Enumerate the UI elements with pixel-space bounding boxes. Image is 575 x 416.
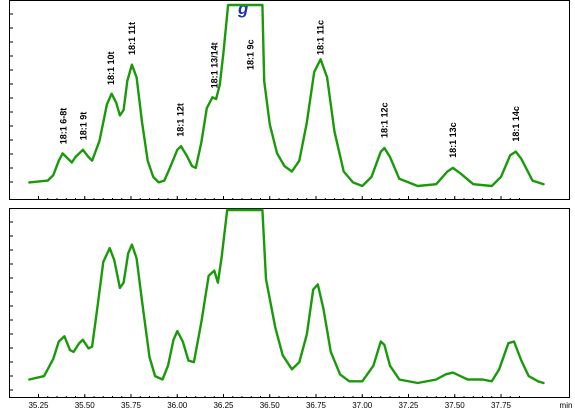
bottom-chromatogram-panel: 35.25 35.50 35.75 36.00 36.25 36.50 36.75 37.00… bbox=[9, 208, 573, 410]
x-tick-label: 35.75 bbox=[121, 401, 142, 410]
x-unit-label: min bbox=[560, 401, 573, 410]
peak-label: 18:1 12t bbox=[175, 103, 185, 137]
peak-label: 18:1 11c bbox=[316, 20, 326, 55]
peak-label: 18:1 11t bbox=[127, 22, 137, 55]
peak-label: 18:1 12c bbox=[379, 102, 389, 138]
chromatogram-trace bbox=[28, 208, 545, 385]
peak-label: 18:1 9t bbox=[78, 112, 88, 141]
peak-label: 18:1 9c bbox=[245, 39, 255, 70]
x-tick-label: 35.25 bbox=[28, 401, 49, 410]
x-tick-label: 36.75 bbox=[306, 401, 327, 410]
x-tick-label: 36.50 bbox=[260, 401, 281, 410]
chromatogram-trace bbox=[28, 3, 545, 188]
x-tick-label: 35.50 bbox=[75, 401, 96, 410]
x-tick-label: 37.25 bbox=[398, 401, 419, 410]
plot-frame bbox=[9, 208, 570, 398]
x-tick-label: 36.25 bbox=[213, 401, 234, 410]
plot-frame bbox=[9, 0, 570, 200]
peak-label: 18:1 13/14t bbox=[210, 42, 220, 88]
peak-label: 18:1 10t bbox=[106, 51, 116, 85]
x-tick-label: 37.75 bbox=[491, 401, 512, 410]
peak-label: 18:1 6-8t bbox=[59, 108, 69, 145]
top-chromatogram-panel: 18:1 6-8t 18:1 9t 18:1 10t 18:1 11t 18:1 12t… bbox=[9, 0, 570, 200]
x-tick-label: 37.50 bbox=[445, 401, 466, 410]
peak-label: 18:1 13c bbox=[448, 122, 458, 158]
chart-title-fragment: g bbox=[237, 0, 249, 18]
peak-label: 18:1 14c bbox=[511, 106, 521, 142]
x-tick-label: 37.00 bbox=[352, 401, 373, 410]
x-tick-label: 36.00 bbox=[167, 401, 188, 410]
